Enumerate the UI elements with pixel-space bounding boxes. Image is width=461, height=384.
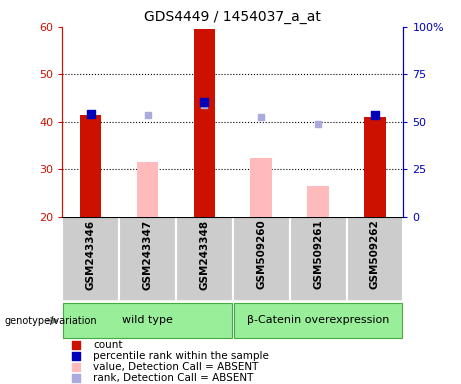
Text: β-Catenin overexpression: β-Catenin overexpression bbox=[247, 315, 389, 325]
FancyBboxPatch shape bbox=[62, 217, 119, 301]
Point bbox=[371, 112, 378, 118]
Bar bbox=[137, 162, 158, 217]
Point bbox=[201, 102, 208, 108]
FancyBboxPatch shape bbox=[234, 303, 402, 338]
Text: genotype/variation: genotype/variation bbox=[5, 316, 97, 326]
Text: GSM243347: GSM243347 bbox=[142, 220, 153, 290]
Bar bbox=[80, 115, 101, 217]
Text: wild type: wild type bbox=[122, 315, 173, 325]
Text: rank, Detection Call = ABSENT: rank, Detection Call = ABSENT bbox=[93, 374, 253, 384]
Point bbox=[144, 112, 151, 118]
Bar bbox=[250, 157, 272, 217]
Bar bbox=[194, 29, 215, 217]
FancyBboxPatch shape bbox=[347, 217, 403, 301]
Text: GSM243348: GSM243348 bbox=[199, 220, 209, 290]
Text: GSM509262: GSM509262 bbox=[370, 220, 380, 289]
Text: count: count bbox=[93, 340, 123, 350]
FancyBboxPatch shape bbox=[233, 217, 290, 301]
Title: GDS4449 / 1454037_a_at: GDS4449 / 1454037_a_at bbox=[144, 10, 321, 25]
Point bbox=[258, 114, 265, 120]
Bar bbox=[364, 117, 386, 217]
Bar bbox=[307, 186, 329, 217]
Point bbox=[72, 364, 80, 371]
Text: GSM243346: GSM243346 bbox=[86, 220, 96, 290]
Point bbox=[72, 376, 80, 382]
Point bbox=[72, 353, 80, 359]
Point bbox=[314, 121, 322, 127]
FancyBboxPatch shape bbox=[290, 217, 347, 301]
FancyBboxPatch shape bbox=[63, 303, 232, 338]
Point bbox=[72, 342, 80, 348]
Text: percentile rank within the sample: percentile rank within the sample bbox=[93, 351, 269, 361]
Text: GSM509261: GSM509261 bbox=[313, 220, 323, 289]
Text: GSM509260: GSM509260 bbox=[256, 220, 266, 289]
Point bbox=[87, 111, 95, 117]
Text: value, Detection Call = ABSENT: value, Detection Call = ABSENT bbox=[93, 362, 258, 372]
Point bbox=[201, 99, 208, 105]
FancyBboxPatch shape bbox=[119, 217, 176, 301]
FancyBboxPatch shape bbox=[176, 217, 233, 301]
